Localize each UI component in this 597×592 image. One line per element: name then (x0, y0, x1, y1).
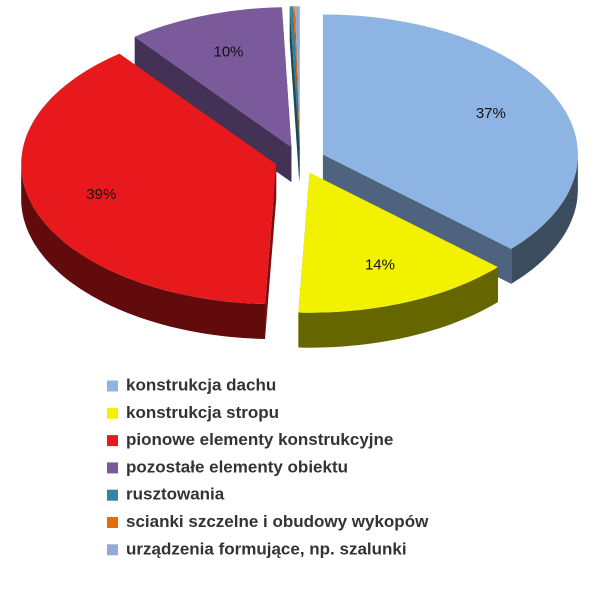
legend-swatch (107, 489, 118, 501)
slice-top (289, 6, 300, 147)
legend-swatch (107, 435, 118, 447)
legend-label: pionowe elementy konstrukcyjne (126, 430, 393, 449)
legend-label: pozostałe elementy obiektu (126, 457, 348, 476)
slice-side (265, 164, 277, 339)
data-label: 39% (86, 186, 116, 203)
slice (21, 53, 277, 339)
legend-label: rusztowania (126, 485, 225, 504)
slice-top (293, 6, 300, 147)
slice (134, 7, 292, 183)
legend-label: konstrukcja stropu (126, 403, 279, 422)
data-label: 10% (214, 43, 244, 60)
legend-label: scianki szczelne i obudowy wykopów (126, 512, 429, 531)
legend-swatch (107, 380, 118, 392)
legend-label: konstrukcja dachu (126, 375, 276, 394)
slice (298, 172, 498, 348)
slice-side (289, 6, 300, 182)
data-label: 37% (476, 105, 506, 122)
legend-label: urządzenia formujące, np. szalunki (126, 539, 407, 558)
slice-side (134, 36, 292, 183)
slice (289, 6, 300, 182)
legend-swatch (107, 544, 118, 556)
slice-top (322, 14, 578, 249)
slice-wall (511, 154, 578, 284)
slice-top (295, 6, 300, 147)
slice-wall (298, 267, 498, 348)
slice-top (134, 7, 292, 148)
legend-swatch (107, 517, 118, 528)
slice-top (298, 172, 498, 313)
legend-swatch (107, 462, 118, 474)
slice-wall (21, 164, 266, 339)
data-label: 14% (365, 257, 395, 274)
legend-swatch (107, 407, 118, 419)
slice-top (21, 53, 277, 304)
